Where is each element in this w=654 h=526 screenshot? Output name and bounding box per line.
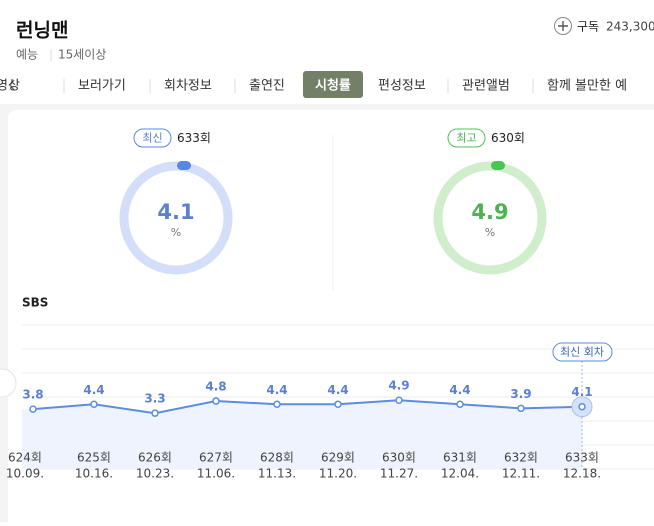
- point: [396, 397, 402, 403]
- tab[interactable]: 편성정보: [378, 79, 426, 94]
- rating-unit: %: [485, 226, 495, 239]
- x-tick-label: 629회: [321, 451, 355, 465]
- x-tick-label: 633회: [565, 451, 599, 465]
- x-tick-label: 627회: [199, 451, 233, 465]
- rating-value: 4.9: [471, 200, 508, 224]
- badge: 최신: [142, 132, 162, 145]
- point: [579, 404, 585, 410]
- point: [335, 401, 341, 407]
- value-label: 4.1: [571, 385, 592, 399]
- value-label: 4.4: [449, 383, 470, 397]
- point: [213, 398, 219, 404]
- tab[interactable]: 출연진: [249, 79, 285, 94]
- episode: 630회: [491, 131, 525, 145]
- x-date-label: 10.16.: [75, 467, 113, 481]
- tab[interactable]: 영상: [0, 79, 20, 94]
- rating-value: 4.1: [157, 200, 194, 224]
- point: [91, 401, 97, 407]
- value-label: 4.4: [83, 383, 104, 397]
- ring-dot: [491, 161, 505, 170]
- value-label: 3.3: [144, 392, 165, 406]
- x-date-label: 11.20.: [319, 467, 357, 481]
- value-label: 3.8: [22, 388, 43, 402]
- x-tick-label: 631회: [443, 451, 477, 465]
- x-date-label: 12.04.: [441, 467, 479, 481]
- x-date-label: 12.18.: [563, 467, 601, 481]
- x-date-label: 11.06.: [197, 467, 235, 481]
- x-tick-label: 625회: [77, 451, 111, 465]
- tab[interactable]: 함께 볼만한 예: [547, 79, 627, 94]
- rating-unit: %: [171, 226, 181, 239]
- active-tab[interactable]: 시청률: [315, 78, 351, 94]
- subscribe-label: 구독: [577, 20, 599, 34]
- x-date-label: 12.11.: [502, 467, 540, 481]
- x-tick-label: 628회: [260, 451, 294, 465]
- badge: 최고: [456, 132, 476, 145]
- x-tick-label: 624회: [8, 451, 42, 465]
- value-label: 4.9: [388, 379, 409, 393]
- ring-dot: [177, 161, 191, 170]
- x-tick-label: 632회: [504, 451, 538, 465]
- value-label: 3.9: [510, 387, 531, 401]
- subscriber-count: 243,300: [606, 20, 654, 34]
- point: [274, 401, 280, 407]
- x-date-label: 11.13.: [258, 467, 296, 481]
- value-label: 4.4: [327, 383, 348, 397]
- chart-title: SBS: [22, 296, 48, 310]
- point: [30, 406, 36, 412]
- tab[interactable]: 관련앨범: [462, 79, 510, 94]
- x-tick-label: 630회: [382, 451, 416, 465]
- x-date-label: 11.27.: [380, 467, 418, 481]
- genre: 예능: [16, 48, 38, 62]
- show-title: 런닝맨: [16, 20, 68, 42]
- point: [518, 405, 524, 411]
- x-date-label: 10.09.: [6, 467, 44, 481]
- episode: 633회: [177, 131, 211, 145]
- point: [457, 401, 463, 407]
- tab[interactable]: 회차정보: [164, 79, 212, 94]
- x-date-label: 10.23.: [136, 467, 174, 481]
- point: [152, 410, 158, 416]
- x-tick-label: 626회: [138, 451, 172, 465]
- tab[interactable]: 보러가기: [78, 79, 126, 94]
- annotation: 최신 회차: [560, 346, 604, 359]
- value-label: 4.8: [205, 380, 226, 394]
- value-label: 4.4: [266, 383, 287, 397]
- age-rating: 15세이상: [58, 48, 106, 62]
